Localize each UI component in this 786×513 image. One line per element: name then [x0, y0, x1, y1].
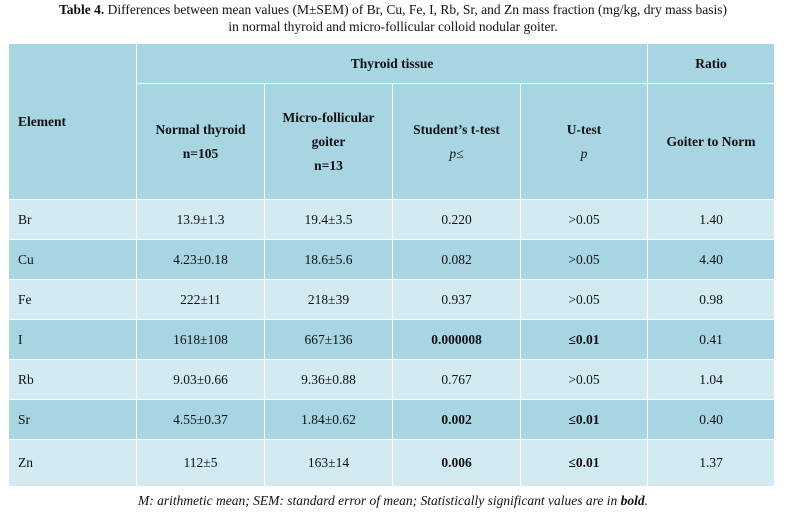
caption-line2: in normal thyroid and micro-follicular c… [228, 19, 558, 34]
table-row: Sr 4.55±0.37 1.84±0.62 0.002 ≤0.01 0.40 [8, 399, 776, 440]
cell-element: Fe [8, 279, 137, 320]
footnote-bold-word: bold [620, 493, 645, 508]
header-normal-thyroid: Normal thyroid n=105 [136, 83, 265, 200]
cell-ratio: 1.04 [647, 359, 776, 400]
header-row-columns: Normal thyroid n=105 Micro-follicular go… [8, 83, 776, 200]
cell-ttest: 0.082 [392, 239, 521, 280]
table-caption: Table 4. Differences between mean values… [0, 1, 786, 35]
cell-ttest: 0.767 [392, 359, 521, 400]
cell-normal: 13.9±1.3 [136, 199, 265, 240]
cell-element: Zn [8, 439, 137, 487]
cell-element: Sr [8, 399, 137, 440]
cell-micro: 163±14 [264, 439, 393, 487]
cell-ratio: 0.98 [647, 279, 776, 320]
cell-normal: 4.55±0.37 [136, 399, 265, 440]
cell-micro: 18.6±5.6 [264, 239, 393, 280]
table-row: Cu 4.23±0.18 18.6±5.6 0.082 >0.05 4.40 [8, 239, 776, 280]
header-t-test: Student’s t-test p≤ [392, 83, 521, 200]
cell-utest: ≤0.01 [519, 399, 649, 440]
cell-ratio: 1.40 [647, 199, 776, 240]
header-micro-follicular: Micro-follicular goiter n=13 [264, 83, 393, 200]
header-row-group: Element Thyroid tissue Ratio [8, 43, 776, 200]
table-row: Fe 222±11 218±39 0.937 >0.05 0.98 [8, 279, 776, 320]
cell-utest: >0.05 [519, 199, 649, 240]
cell-ratio: 1.37 [647, 439, 776, 487]
cell-ttest: 0.000008 [392, 319, 521, 360]
header-thyroid-tissue: Thyroid tissue [135, 43, 649, 84]
cell-normal: 222±11 [136, 279, 265, 320]
cell-ratio: 0.40 [647, 399, 776, 440]
caption-label: Table 4. [58, 2, 105, 17]
cell-utest: >0.05 [519, 239, 649, 280]
cell-ttest: 0.002 [392, 399, 521, 440]
caption-line1: Differences between mean values (M±SEM) … [104, 2, 728, 17]
header-goiter-to-norm: Goiter to Norm [647, 83, 776, 200]
table-row: Br 13.9±1.3 19.4±3.5 0.220 >0.05 1.40 [8, 199, 776, 240]
cell-micro: 218±39 [264, 279, 393, 320]
cell-ratio: 4.40 [647, 239, 776, 280]
cell-micro: 1.84±0.62 [264, 399, 393, 440]
table-row: Rb 9.03±0.66 9.36±0.88 0.767 >0.05 1.04 [8, 359, 776, 400]
cell-element: Cu [8, 239, 137, 280]
header-u-test: U-test p [519, 83, 649, 200]
cell-micro: 667±136 [264, 319, 393, 360]
cell-normal: 4.23±0.18 [136, 239, 265, 280]
header-ratio: Ratio [647, 43, 776, 84]
cell-ttest: 0.220 [392, 199, 521, 240]
footnote-end: . [644, 493, 648, 508]
cell-normal: 1618±108 [136, 319, 265, 360]
cell-normal: 112±5 [136, 439, 265, 487]
table-footnote: M: arithmetic mean; SEM: standard error … [0, 493, 786, 509]
footnote-text: M: arithmetic mean; SEM: standard error … [138, 493, 621, 508]
cell-element: Br [8, 199, 137, 240]
cell-element: I [8, 319, 137, 360]
table-row: Zn 112±5 163±14 0.006 ≤0.01 1.37 [8, 439, 776, 487]
cell-utest: >0.05 [519, 359, 649, 400]
cell-utest: ≤0.01 [519, 439, 649, 487]
cell-utest: ≤0.01 [519, 319, 649, 360]
cell-element: Rb [8, 359, 137, 400]
cell-micro: 19.4±3.5 [264, 199, 393, 240]
cell-utest: >0.05 [519, 279, 649, 320]
cell-ratio: 0.41 [647, 319, 776, 360]
cell-ttest: 0.937 [392, 279, 521, 320]
table-row: I 1618±108 667±136 0.000008 ≤0.01 0.41 [8, 319, 776, 360]
cell-ttest: 0.006 [392, 439, 521, 487]
data-table: Element Thyroid tissue Ratio Normal thyr… [8, 43, 776, 487]
header-element: Element [8, 43, 137, 200]
cell-normal: 9.03±0.66 [136, 359, 265, 400]
cell-micro: 9.36±0.88 [264, 359, 393, 400]
